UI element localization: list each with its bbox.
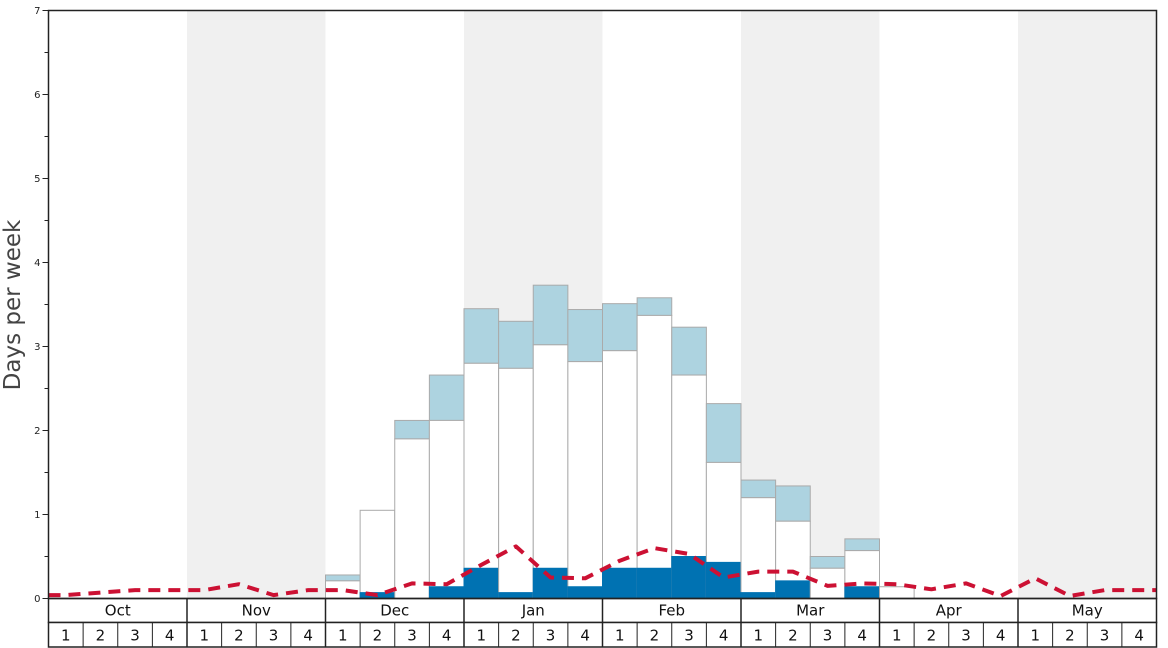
week-label: 4 <box>442 627 452 645</box>
week-label: 4 <box>857 627 867 645</box>
bar-light-13 <box>498 320 534 369</box>
bar-light-20 <box>740 479 777 499</box>
month-shade-nov <box>187 10 326 599</box>
y-tick-label: 4 <box>34 258 40 269</box>
bar-light-19 <box>705 403 742 463</box>
y-axis: 0 1 2 3 4 5 6 7 <box>34 6 49 605</box>
y-tick-label: 2 <box>34 426 40 437</box>
bar-dark-15 <box>567 586 603 599</box>
week-label: 3 <box>1100 627 1110 645</box>
y-tick-label: 1 <box>34 510 40 521</box>
bar-light-15 <box>567 309 603 363</box>
bar-dark-23 <box>844 586 880 599</box>
bar-light-8 <box>325 574 361 582</box>
month-label-mar: Mar <box>796 602 825 620</box>
bar-white-24 <box>879 586 915 599</box>
month-label-dec: Dec <box>380 602 409 620</box>
bar-white-12 <box>463 362 500 599</box>
bar-dark-13 <box>498 592 534 599</box>
dashed-series <box>48 544 1157 598</box>
bar-light-11 <box>428 374 465 421</box>
bar-dark-20 <box>740 592 777 599</box>
month-label-may: May <box>1072 602 1103 620</box>
week-label: 1 <box>754 627 764 645</box>
bar-light-23 <box>844 538 880 552</box>
bar-light-10 <box>394 419 430 440</box>
week-axis: 1 2 3 4 1 2 3 4 1 2 3 4 1 2 3 4 1 2 3 4 1 2 3 4 1 2 3 4 1 2 3 4 <box>47 621 1158 648</box>
week-label: 1 <box>892 627 902 645</box>
week-label: 3 <box>407 627 417 645</box>
bar-white-22 <box>809 567 846 600</box>
bar-light-16 <box>602 303 638 352</box>
week-label: 4 <box>996 627 1006 645</box>
month-label-apr: Apr <box>936 602 963 620</box>
month-axis: Oct Nov Dec Jan Feb Mar Apr May <box>47 597 1158 647</box>
week-label: 2 <box>927 627 937 645</box>
week-label: 4 <box>719 627 729 645</box>
week-label: 2 <box>234 627 244 645</box>
week-label: 2 <box>373 627 383 645</box>
bar-light-14 <box>532 284 569 346</box>
month-shade-may <box>1018 10 1157 599</box>
week-label: 2 <box>1065 627 1075 645</box>
y-tick-label: 7 <box>34 6 40 17</box>
week-label: 2 <box>511 627 521 645</box>
bar-light-18 <box>671 326 707 376</box>
week-label: 3 <box>546 627 556 645</box>
plot-frame <box>47 9 1158 600</box>
y-tick-label: 0 <box>34 594 40 605</box>
week-label: 2 <box>650 627 660 645</box>
week-label: 1 <box>615 627 625 645</box>
y-axis-title: Days per week <box>0 219 26 390</box>
week-label: 1 <box>477 627 487 645</box>
bar-light-12 <box>463 308 500 364</box>
dashed-line <box>48 544 1157 598</box>
bar-white-14 <box>532 344 569 599</box>
month-label-nov: Nov <box>242 602 271 620</box>
week-label: 3 <box>823 627 833 645</box>
month-label-oct: Oct <box>105 602 131 620</box>
week-label: 3 <box>130 627 140 645</box>
bar-white-9 <box>359 509 396 599</box>
bar-dark-11 <box>428 586 465 599</box>
week-label: 4 <box>580 627 590 645</box>
bar-white-11 <box>428 419 465 600</box>
week-label: 4 <box>165 627 175 645</box>
month-label-jan: Jan <box>521 602 545 620</box>
bar-dark-16 <box>602 567 638 600</box>
y-tick-label: 3 <box>34 342 40 353</box>
week-label: 1 <box>338 627 348 645</box>
bar-white-10 <box>394 438 430 599</box>
week-label: 1 <box>61 627 71 645</box>
bar-light-17 <box>636 297 673 316</box>
week-label: 2 <box>788 627 798 645</box>
bar-dark-14 <box>532 567 569 600</box>
week-label: 2 <box>96 627 106 645</box>
bar-white-15 <box>567 361 603 599</box>
week-label: 4 <box>303 627 313 645</box>
bar-dark-17 <box>636 567 673 600</box>
week-label: 1 <box>1031 627 1041 645</box>
bar-dark-21 <box>775 580 811 599</box>
bars <box>325 284 915 600</box>
week-label: 3 <box>269 627 279 645</box>
month-label-feb: Feb <box>658 602 685 620</box>
bar-light-22 <box>809 556 846 569</box>
y-tick-label: 5 <box>34 174 40 185</box>
bar-white-13 <box>498 367 534 599</box>
week-label: 3 <box>684 627 694 645</box>
bar-white-17 <box>636 314 673 599</box>
week-label: 1 <box>200 627 210 645</box>
y-tick-label: 6 <box>34 90 40 101</box>
bar-light-21 <box>775 485 811 522</box>
week-label: 3 <box>961 627 971 645</box>
bar-white-20 <box>740 497 777 600</box>
week-label: 4 <box>1134 627 1144 645</box>
